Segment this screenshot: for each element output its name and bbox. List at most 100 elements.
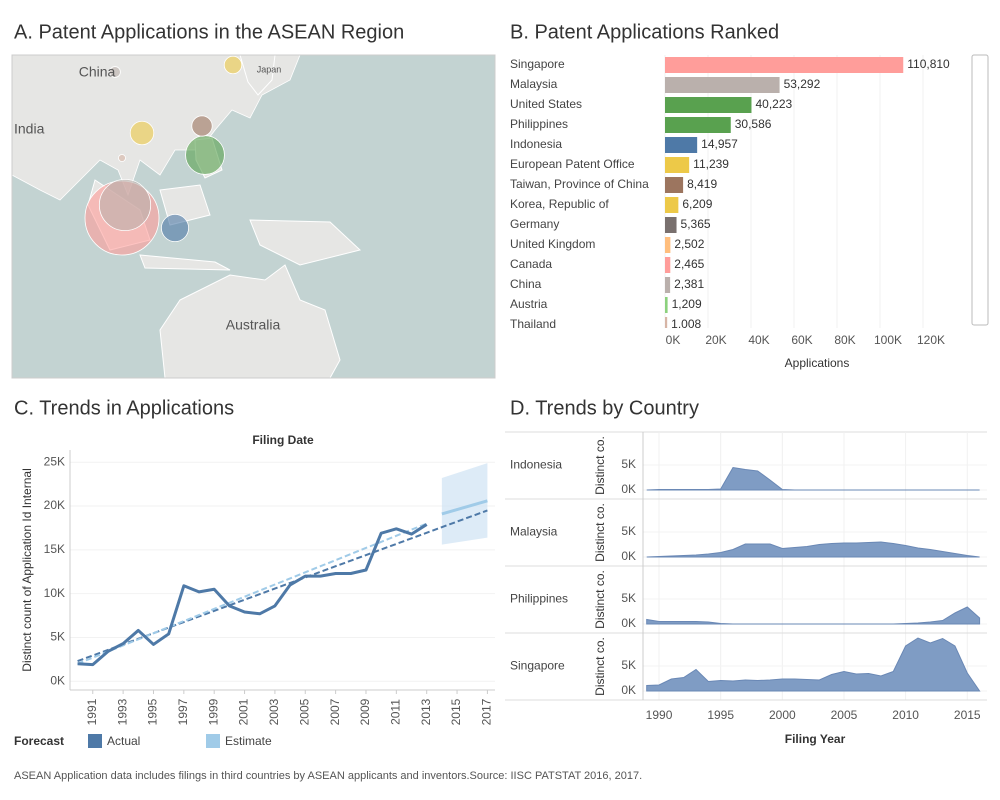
panel-title: D. Trends by Country (510, 397, 699, 419)
value-label: 14,957 (701, 137, 738, 151)
land-australia (159, 264, 341, 378)
bubble (129, 120, 155, 146)
value-label: 6,209 (682, 197, 712, 211)
category-label: Malaysia (510, 77, 558, 91)
x-tick-label: 1995 (146, 698, 160, 725)
category-label: Canada (510, 257, 552, 271)
x-tick-label: 2009 (358, 698, 372, 725)
bar (665, 217, 677, 233)
x-tick-label: 80K (834, 333, 855, 347)
x-tick-label: 100K (874, 333, 902, 347)
bar (665, 157, 690, 173)
category-label: United Kingdom (510, 237, 595, 251)
y-tick-label: 5K (50, 630, 65, 644)
x-tick-label: 2005 (831, 708, 858, 722)
x-tick-label: 2015 (449, 698, 463, 725)
bar (665, 277, 671, 293)
y-tick-label: 20K (44, 498, 65, 512)
y-tick-label: 5K (621, 591, 636, 605)
category-label: Indonesia (510, 137, 562, 151)
category-label: Taiwan, Province of China (510, 177, 649, 191)
legend-swatch (206, 734, 220, 748)
category-label: China (510, 277, 542, 291)
category-label: Germany (510, 217, 559, 231)
bar (665, 97, 752, 113)
category-label: Philippines (510, 117, 568, 131)
x-tick-label: 2003 (267, 698, 281, 725)
value-label: 40,223 (755, 97, 792, 111)
panel-title: A. Patent Applications in the ASEAN Regi… (14, 21, 404, 43)
x-tick-label: 2005 (297, 698, 311, 725)
x-tick-label: 2015 (954, 708, 981, 722)
y-axis-title: Distinct co. (593, 503, 607, 562)
value-label: 2,381 (674, 277, 704, 291)
land-japan (239, 55, 276, 96)
y-tick-label: 25K (44, 454, 65, 468)
category-label: Thailand (510, 317, 556, 331)
y-tick-label: 0K (621, 482, 636, 496)
x-tick-label: 0K (666, 333, 681, 347)
map-label: Japan (257, 64, 282, 74)
y-axis-title: Distinct count of Application Id Interna… (20, 468, 34, 671)
map[interactable]: China India Japan Australia (12, 55, 495, 378)
bar (665, 317, 668, 328)
y-tick-label: 0K (621, 616, 636, 630)
bar (665, 297, 668, 313)
category-label: Austria (510, 297, 548, 311)
y-axis-title: Distinct co. (593, 570, 607, 629)
bar (665, 237, 671, 253)
bubble (98, 178, 152, 232)
legend-label: Estimate (225, 734, 272, 748)
ranked-bars: Singapore 110,810 Malaysia 53,292 United Sta… (510, 55, 950, 331)
value-label: 8,419 (687, 177, 717, 191)
bar (665, 57, 904, 73)
land-asia (12, 55, 301, 201)
legend-title: Forecast (14, 734, 64, 748)
subtitle: Filing Date (252, 433, 314, 447)
category-label: Singapore (510, 57, 565, 71)
x-tick-label: 2001 (237, 698, 251, 725)
y-tick-label: 5K (621, 457, 636, 471)
x-tick-label: 2011 (389, 699, 403, 725)
area (646, 606, 981, 625)
map-label: China (79, 64, 116, 80)
bar (665, 197, 679, 213)
value-label: 2,502 (674, 237, 704, 251)
value-label: 30,586 (735, 117, 772, 131)
x-tick-label: 2007 (328, 698, 342, 725)
y-tick-label: 0K (621, 683, 636, 697)
bubble (185, 135, 225, 175)
x-tick-label: 2010 (892, 708, 919, 722)
y-tick-label: 10K (44, 586, 65, 600)
bubble (109, 66, 121, 78)
value-label: 110,810 (907, 57, 950, 71)
y-tick-label: 0K (50, 673, 65, 687)
bar (665, 117, 731, 133)
panel-title: B. Patent Applications Ranked (510, 21, 779, 43)
scrollbar[interactable] (971, 54, 989, 326)
x-tick-label: 2017 (480, 698, 494, 725)
bubble (161, 214, 189, 242)
x-tick-label: 1999 (206, 698, 220, 725)
x-axis-title: Applications (785, 356, 850, 370)
footnote: ASEAN Application data includes filings … (14, 770, 642, 782)
x-tick-label: 1997 (176, 698, 190, 725)
row-label: Singapore (510, 659, 565, 673)
legend-label: Actual (107, 734, 140, 748)
category-label: Korea, Republic of (510, 197, 609, 211)
land-new-guinea (249, 219, 362, 266)
y-tick-label: 5K (621, 524, 636, 538)
bubble (191, 115, 213, 137)
x-tick-label: 20K (705, 333, 726, 347)
value-label: 1,209 (672, 297, 702, 311)
bar (665, 257, 671, 273)
row-label: Malaysia (510, 525, 558, 539)
category-label: United States (510, 97, 582, 111)
legend-swatch (88, 734, 102, 748)
x-tick-label: 60K (791, 333, 812, 347)
bar (665, 177, 684, 193)
row-label: Indonesia (510, 458, 562, 472)
x-tick-label: 1993 (115, 698, 129, 725)
